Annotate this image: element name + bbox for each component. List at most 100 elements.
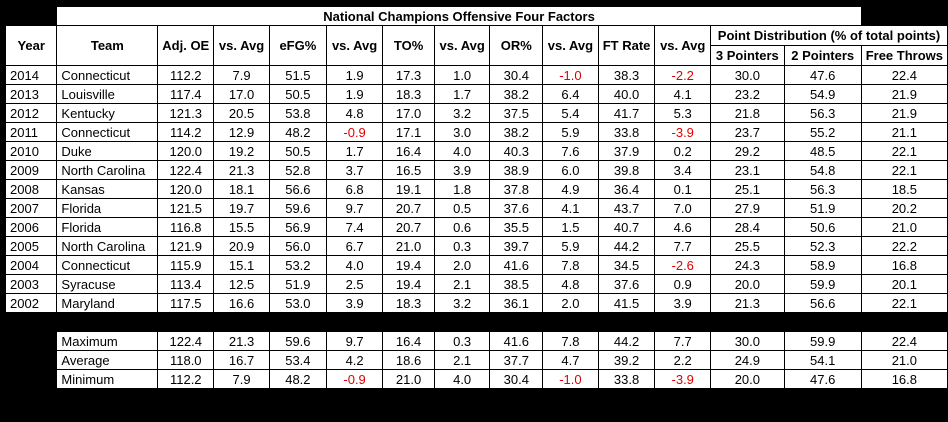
table-cell[interactable]: 47.6 <box>783 65 862 85</box>
table-cell[interactable]: 6.4 <box>542 84 599 104</box>
table-cell[interactable]: 7.9 <box>213 369 270 389</box>
team-cell[interactable]: Connecticut <box>56 122 159 142</box>
table-cell[interactable]: 48.5 <box>783 141 862 161</box>
table-cell[interactable]: 39.8 <box>597 160 656 180</box>
table-cell[interactable]: 1.0 <box>433 65 491 85</box>
table-cell[interactable]: 3.9 <box>325 293 384 313</box>
table-cell[interactable]: 59.9 <box>783 331 862 351</box>
table-cell[interactable]: 1.9 <box>325 65 384 85</box>
table-cell[interactable]: 58.9 <box>783 255 862 275</box>
table-cell[interactable]: 41.6 <box>489 255 544 275</box>
table-cell[interactable]: 120.0 <box>157 141 215 161</box>
table-cell[interactable]: -2.6 <box>654 255 712 275</box>
header-ft-rate[interactable]: FT Rate <box>597 25 656 66</box>
table-cell[interactable]: 52.8 <box>268 160 327 180</box>
header-vs-avg-efg[interactable]: vs. Avg <box>325 25 384 66</box>
header-efg[interactable]: eFG% <box>268 25 327 66</box>
table-cell[interactable]: 33.8 <box>597 122 656 142</box>
table-title[interactable]: National Champions Offensive Four Factor… <box>56 6 862 26</box>
table-cell[interactable]: 118.0 <box>157 350 215 370</box>
table-cell[interactable]: 4.8 <box>542 274 599 294</box>
table-cell[interactable]: 7.7 <box>654 331 712 351</box>
table-cell[interactable]: 22.1 <box>860 141 948 161</box>
table-cell[interactable]: 0.3 <box>433 236 491 256</box>
table-cell[interactable]: 18.5 <box>860 179 948 199</box>
table-cell[interactable]: 37.9 <box>597 141 656 161</box>
team-cell[interactable]: Florida <box>56 217 159 237</box>
table-cell[interactable]: 16.4 <box>382 141 435 161</box>
table-cell[interactable]: 112.2 <box>157 369 215 389</box>
table-cell[interactable]: 17.3 <box>382 65 435 85</box>
team-cell[interactable]: Kansas <box>56 179 159 199</box>
table-cell[interactable]: 37.5 <box>489 103 544 123</box>
table-cell[interactable]: 52.3 <box>783 236 862 256</box>
table-cell[interactable]: 37.7 <box>489 350 544 370</box>
year-cell[interactable]: 2005 <box>4 236 58 256</box>
table-cell[interactable]: 24.3 <box>710 255 785 275</box>
table-cell[interactable]: 48.2 <box>268 122 327 142</box>
table-cell[interactable]: 30.4 <box>489 65 544 85</box>
team-cell[interactable]: Syracuse <box>56 274 159 294</box>
table-cell[interactable]: 51.5 <box>268 65 327 85</box>
table-cell[interactable]: 16.6 <box>213 293 270 313</box>
table-cell[interactable]: 40.0 <box>597 84 656 104</box>
table-cell[interactable]: 21.0 <box>382 369 435 389</box>
table-cell[interactable]: 4.1 <box>542 198 599 218</box>
table-cell[interactable]: -0.9 <box>325 122 384 142</box>
table-cell[interactable]: 51.9 <box>268 274 327 294</box>
table-cell[interactable]: 4.0 <box>433 369 491 389</box>
table-cell[interactable]: 22.2 <box>860 236 948 256</box>
table-cell[interactable]: 17.0 <box>213 84 270 104</box>
table-cell[interactable]: 2.1 <box>433 274 491 294</box>
table-cell[interactable]: 23.7 <box>710 122 785 142</box>
year-cell[interactable]: 2010 <box>4 141 58 161</box>
table-cell[interactable]: 15.5 <box>213 217 270 237</box>
table-cell[interactable]: 0.6 <box>433 217 491 237</box>
table-cell[interactable]: 4.1 <box>654 84 712 104</box>
table-cell[interactable]: 22.1 <box>860 293 948 313</box>
table-cell[interactable]: 7.8 <box>542 255 599 275</box>
table-cell[interactable]: 47.6 <box>783 369 862 389</box>
table-cell[interactable]: 29.2 <box>710 141 785 161</box>
year-cell[interactable]: 2012 <box>4 103 58 123</box>
header-or[interactable]: OR% <box>489 25 544 66</box>
table-cell[interactable]: 25.1 <box>710 179 785 199</box>
table-cell[interactable]: 16.7 <box>213 350 270 370</box>
table-cell[interactable]: 20.7 <box>382 198 435 218</box>
table-cell[interactable]: 121.9 <box>157 236 215 256</box>
table-cell[interactable]: 39.2 <box>597 350 656 370</box>
table-cell[interactable]: 21.9 <box>860 103 948 123</box>
table-cell[interactable]: 1.9 <box>325 84 384 104</box>
table-cell[interactable]: 0.2 <box>654 141 712 161</box>
table-cell[interactable]: 3.4 <box>654 160 712 180</box>
table-cell[interactable]: 3.7 <box>325 160 384 180</box>
table-cell[interactable]: 6.7 <box>325 236 384 256</box>
table-cell[interactable]: 34.5 <box>597 255 656 275</box>
table-cell[interactable]: 1.8 <box>433 179 491 199</box>
table-cell[interactable]: 113.4 <box>157 274 215 294</box>
table-cell[interactable]: 59.6 <box>268 198 327 218</box>
table-cell[interactable]: 3.2 <box>433 103 491 123</box>
table-cell[interactable]: 40.7 <box>597 217 656 237</box>
table-cell[interactable]: 16.5 <box>382 160 435 180</box>
team-cell[interactable]: Kentucky <box>56 103 159 123</box>
table-cell[interactable]: 54.8 <box>783 160 862 180</box>
table-cell[interactable]: 43.7 <box>597 198 656 218</box>
table-cell[interactable]: 38.2 <box>489 122 544 142</box>
team-cell[interactable]: North Carolina <box>56 160 159 180</box>
table-cell[interactable]: 21.3 <box>213 331 270 351</box>
table-cell[interactable]: -1.0 <box>542 65 599 85</box>
table-cell[interactable]: 3.2 <box>433 293 491 313</box>
table-cell[interactable]: 37.8 <box>489 179 544 199</box>
year-cell[interactable]: 2014 <box>4 65 58 85</box>
table-cell[interactable]: 38.2 <box>489 84 544 104</box>
table-cell[interactable]: 114.2 <box>157 122 215 142</box>
table-cell[interactable]: 48.2 <box>268 369 327 389</box>
table-cell[interactable]: 44.2 <box>597 331 656 351</box>
header-vs-avg-or[interactable]: vs. Avg <box>542 25 599 66</box>
year-cell[interactable]: 2013 <box>4 84 58 104</box>
table-cell[interactable]: 21.0 <box>860 350 948 370</box>
table-cell[interactable]: 16.4 <box>382 331 435 351</box>
table-cell[interactable]: 117.5 <box>157 293 215 313</box>
table-cell[interactable]: 120.0 <box>157 179 215 199</box>
